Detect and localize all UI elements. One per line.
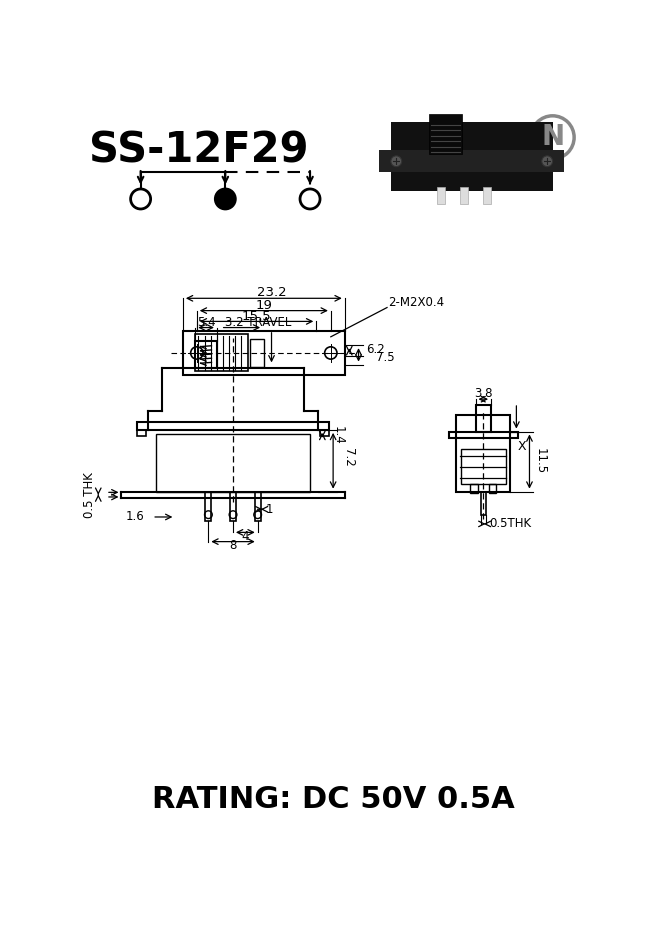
Text: 11.5: 11.5 <box>534 449 547 475</box>
Bar <box>481 492 486 515</box>
Bar <box>230 492 236 521</box>
Bar <box>484 188 491 204</box>
Bar <box>195 341 217 369</box>
Bar <box>156 434 310 492</box>
Circle shape <box>391 156 402 167</box>
Bar <box>460 188 468 204</box>
Bar <box>476 405 491 431</box>
Bar <box>470 484 478 494</box>
Text: 1.6: 1.6 <box>125 510 144 523</box>
Bar <box>378 106 566 207</box>
Bar <box>320 430 330 436</box>
Text: SS-12F29: SS-12F29 <box>89 130 309 172</box>
Text: 4: 4 <box>242 530 249 543</box>
Text: 6.2: 6.2 <box>366 343 385 356</box>
Bar <box>461 449 506 484</box>
Bar <box>136 430 146 436</box>
Bar <box>430 114 462 154</box>
Bar <box>255 492 261 521</box>
Text: 1: 1 <box>265 503 273 516</box>
Bar <box>380 150 564 172</box>
Circle shape <box>215 189 235 209</box>
Text: 2-M2X0.4: 2-M2X0.4 <box>389 296 445 309</box>
Text: 7.5: 7.5 <box>376 351 395 364</box>
Bar <box>250 339 264 367</box>
Bar <box>194 335 248 371</box>
Text: 3.8: 3.8 <box>474 387 493 400</box>
Bar <box>448 431 518 438</box>
Text: N: N <box>541 123 564 151</box>
Bar <box>489 484 497 494</box>
Text: RATING: DC 50V 0.5A: RATING: DC 50V 0.5A <box>151 785 515 815</box>
Text: 5.4: 5.4 <box>197 315 215 328</box>
Bar <box>437 188 445 204</box>
Text: 19: 19 <box>255 299 272 312</box>
Text: 7.2: 7.2 <box>343 449 356 467</box>
Bar <box>391 122 552 191</box>
Bar <box>183 330 344 375</box>
Text: 3.2 TRAVEL: 3.2 TRAVEL <box>224 315 291 328</box>
Text: 0.5 THK: 0.5 THK <box>83 472 96 518</box>
Text: 0.5THK: 0.5THK <box>489 518 532 530</box>
Text: 23.2: 23.2 <box>257 286 287 299</box>
Circle shape <box>542 156 552 167</box>
Text: 1.4: 1.4 <box>332 426 344 445</box>
Bar <box>136 423 330 430</box>
Bar <box>205 492 211 521</box>
Text: X: X <box>517 440 526 453</box>
Text: 15.5: 15.5 <box>242 311 271 323</box>
Bar <box>456 414 510 492</box>
Text: 8: 8 <box>229 539 237 552</box>
